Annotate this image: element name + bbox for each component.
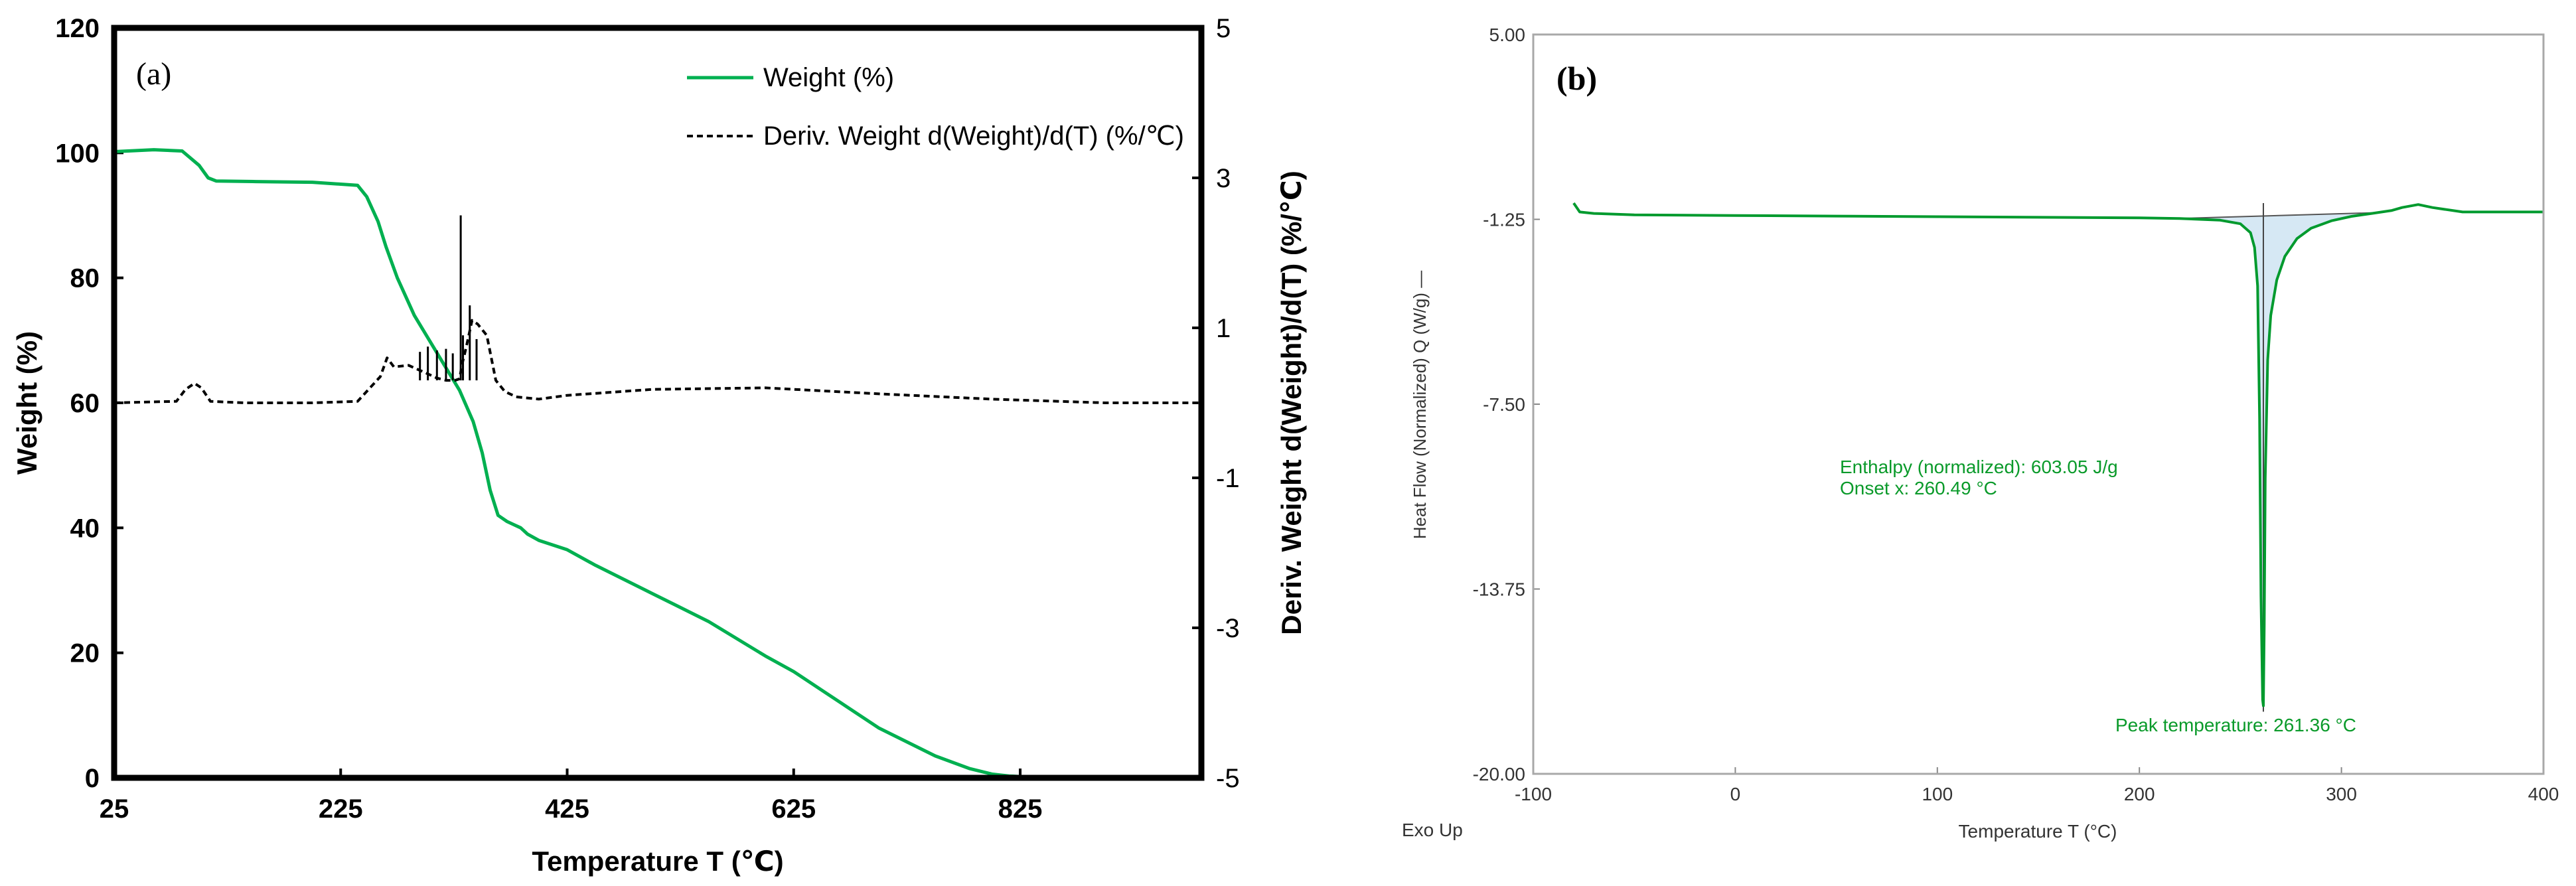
panel-a-y2-tick-label: -3 — [1216, 614, 1240, 643]
panel-a-y2-tick-label: 3 — [1216, 164, 1231, 193]
panel-b-x-tick-label: 200 — [2124, 784, 2155, 804]
panel-b-y-tick-label: -1.25 — [1483, 210, 1525, 230]
panel-a-frame — [111, 25, 1205, 781]
panel-a-y-tick-label: 20 — [70, 639, 100, 668]
legend-deriv-label: Deriv. Weight d(Weight)/d(T) (%/℃) — [763, 121, 1184, 151]
panel-b-heat-flow-line — [1572, 202, 2543, 707]
panel-a-x-axis-title: Temperature T (℃) — [532, 846, 783, 877]
panel-b-frame — [1532, 33, 2545, 775]
panel-b-y-tick-label: -13.75 — [1473, 579, 1525, 600]
panel-a-y-tick-label: 40 — [70, 514, 100, 543]
panel-b-x-tick-label: 100 — [1922, 784, 1953, 804]
panel-a-y-tick-label: 60 — [70, 389, 100, 418]
peak-annotation: Peak temperature: 261.36 °C — [2115, 715, 2356, 735]
panel-a-y-tick-label: 120 — [55, 14, 100, 43]
panel-a-y-tick-label: 100 — [55, 139, 100, 168]
panel-a-label: (a) — [136, 56, 171, 92]
panel-b-x-tick-label: -100 — [1515, 784, 1552, 804]
legend-weight-label: Weight (%) — [763, 63, 894, 92]
panel-b-y-axis-title: Heat Flow (Normalized) Q (W/g) — — [1410, 271, 1430, 540]
panel-b-x-tick-label: 0 — [1730, 784, 1741, 804]
panel-b-series — [1572, 202, 2543, 712]
panel-b-x-tick-label: 300 — [2326, 784, 2357, 804]
panel-a-y-tick-label: 0 — [85, 764, 100, 793]
panel-b-y-tick-label: 5.00 — [1489, 25, 1526, 45]
panel-a-series — [114, 148, 1201, 778]
onset-annotation: Onset x: 260.49 °C — [1840, 478, 1997, 498]
panel-b-x-axis-title: Temperature T (°C) — [1959, 821, 2117, 842]
panel-a-y2-tick-label: -5 — [1216, 764, 1240, 793]
panel-a-y-tick-label: 80 — [70, 264, 100, 293]
panel-a-y2-tick-label: -1 — [1216, 464, 1240, 493]
panel-a-y-axis-title: Weight (%) — [11, 331, 42, 475]
panel-a-x-tick-label: 25 — [100, 794, 129, 824]
panel-b-x-tick-label: 400 — [2528, 784, 2559, 804]
panel-a-x-tick-label: 825 — [998, 794, 1043, 824]
enthalpy-annotation: Enthalpy (normalized): 603.05 J/g — [1840, 457, 2118, 477]
panel-a-y2-axis-title: Deriv. Weight d(Weight)/d(T) (%/℃) — [1276, 171, 1307, 634]
panel-b-baseline — [2180, 212, 2372, 220]
panel-b-dsc-chart: (b) -100 0 100 200 300 400 5.00 -1.25 -7.50 -13.7… — [1402, 25, 2559, 842]
panel-a-x-tick-label: 625 — [771, 794, 816, 824]
panel-a-y2-tick-label: 1 — [1216, 314, 1231, 343]
panel-b-y-tick-label: -7.50 — [1483, 394, 1525, 415]
panel-a-series-line-1 — [114, 319, 1201, 404]
exo-up-label: Exo Up — [1402, 820, 1463, 840]
panel-a-tga-chart: (a) Weight (%) Deriv. Weight d(Weight)/d… — [11, 14, 1307, 877]
panel-a-series-line-0 — [114, 148, 1201, 778]
panel-a-y2-tick-label: 5 — [1216, 14, 1231, 43]
panel-b-y-tick-label: -20.00 — [1473, 764, 1525, 784]
panel-a-x-tick-label: 425 — [545, 794, 589, 824]
panel-a-x-tick-label: 225 — [319, 794, 363, 824]
panel-b-label: (b) — [1556, 60, 1597, 97]
panel-b-ticks: -100 0 100 200 300 400 5.00 -1.25 -7.50 -13.75 -20… — [1473, 25, 2559, 804]
